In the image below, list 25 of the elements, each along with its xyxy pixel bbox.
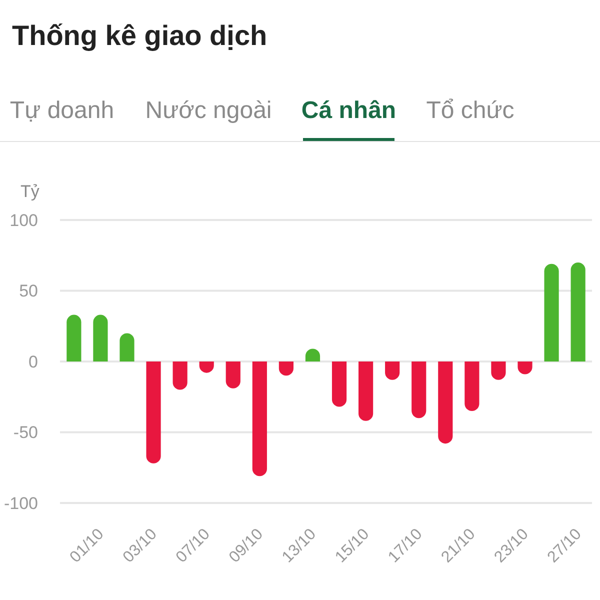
bar bbox=[570, 262, 586, 362]
bar bbox=[66, 314, 82, 362]
y-tick-label: 100 bbox=[10, 210, 38, 230]
y-tick-label: -100 bbox=[4, 494, 38, 513]
text: Tự doanh bbox=[10, 97, 114, 124]
bar bbox=[438, 362, 453, 444]
bar bbox=[464, 362, 480, 412]
bar bbox=[252, 362, 267, 476]
bar bbox=[358, 362, 374, 421]
bar bbox=[120, 333, 134, 362]
bar bbox=[172, 362, 188, 390]
text: Tổ chức bbox=[426, 97, 514, 124]
text: Nước ngoài bbox=[145, 97, 272, 124]
text: Cá nhân bbox=[301, 97, 396, 124]
bar bbox=[226, 362, 240, 388]
bar bbox=[93, 314, 108, 362]
bar bbox=[544, 264, 559, 362]
bar bbox=[412, 362, 426, 418]
y-tick-label: 0 bbox=[28, 352, 38, 372]
bar bbox=[146, 362, 161, 464]
y-tick-label: 50 bbox=[19, 282, 38, 301]
y-axis-title: Tỷ bbox=[20, 182, 40, 201]
chart-title: Thống kê giao dịch bbox=[12, 20, 268, 51]
bar bbox=[332, 362, 347, 407]
y-tick-label: -50 bbox=[13, 423, 38, 442]
